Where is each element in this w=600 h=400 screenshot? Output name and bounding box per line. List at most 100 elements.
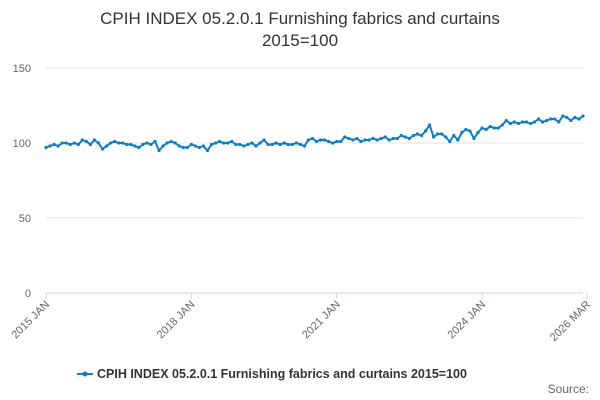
data-point[interactable] — [125, 142, 129, 147]
data-point[interactable] — [411, 133, 416, 138]
data-point[interactable] — [440, 132, 444, 136]
data-point[interactable] — [274, 141, 278, 145]
data-point[interactable] — [60, 141, 64, 145]
data-point[interactable] — [177, 144, 181, 148]
data-point[interactable] — [331, 141, 335, 145]
data-point[interactable] — [476, 130, 480, 135]
data-point[interactable] — [238, 142, 242, 147]
data-point[interactable] — [541, 120, 545, 124]
data-point[interactable] — [157, 148, 161, 153]
data-point[interactable] — [189, 142, 193, 147]
data-point[interactable] — [218, 139, 222, 144]
data-point[interactable] — [169, 139, 173, 144]
data-point[interactable] — [423, 129, 428, 133]
data-point[interactable] — [318, 138, 323, 142]
data-point[interactable] — [84, 139, 88, 144]
data-point[interactable] — [415, 132, 420, 136]
data-point[interactable] — [335, 139, 339, 144]
data-point[interactable] — [96, 141, 101, 145]
data-point[interactable] — [553, 117, 557, 121]
data-point[interactable] — [205, 148, 210, 153]
data-point[interactable] — [44, 145, 48, 150]
data-point[interactable] — [322, 138, 327, 142]
data-point[interactable] — [64, 141, 68, 145]
data-point[interactable] — [222, 141, 226, 145]
data-point[interactable] — [234, 142, 238, 147]
data-point[interactable] — [197, 145, 202, 150]
data-point[interactable] — [549, 117, 553, 121]
data-point[interactable] — [306, 138, 311, 142]
data-point[interactable] — [500, 123, 504, 127]
data-point[interactable] — [92, 138, 97, 142]
data-point[interactable] — [363, 138, 367, 142]
data-point[interactable] — [68, 142, 72, 147]
data-point[interactable] — [403, 135, 407, 139]
data-point[interactable] — [432, 135, 436, 139]
data-point[interactable] — [444, 135, 448, 139]
data-point[interactable] — [351, 138, 355, 142]
data-point[interactable] — [460, 130, 464, 135]
data-point[interactable] — [524, 120, 529, 124]
data-point[interactable] — [145, 141, 149, 145]
data-point[interactable] — [569, 118, 573, 123]
data-point[interactable] — [508, 121, 512, 126]
data-point[interactable] — [290, 142, 294, 147]
data-point[interactable] — [536, 117, 541, 121]
data-point[interactable] — [185, 145, 189, 150]
data-point[interactable] — [464, 127, 468, 132]
data-point[interactable] — [278, 142, 282, 147]
data-point[interactable] — [488, 124, 492, 129]
data-point[interactable] — [347, 136, 351, 141]
data-point[interactable] — [496, 126, 500, 130]
data-point[interactable] — [286, 142, 290, 147]
data-point[interactable] — [161, 144, 165, 148]
data-point[interactable] — [427, 123, 432, 127]
data-point[interactable] — [209, 142, 214, 147]
data-point[interactable] — [109, 141, 113, 145]
data-point[interactable] — [117, 141, 121, 145]
data-point[interactable] — [133, 144, 137, 148]
data-point[interactable] — [343, 135, 347, 139]
data-point[interactable] — [387, 138, 391, 142]
data-point[interactable] — [121, 141, 125, 145]
data-point[interactable] — [391, 136, 395, 141]
data-point[interactable] — [528, 121, 533, 126]
data-point[interactable] — [355, 136, 359, 141]
data-point[interactable] — [270, 142, 274, 147]
data-point[interactable] — [149, 142, 153, 147]
data-point[interactable] — [266, 142, 270, 147]
data-point[interactable] — [173, 141, 177, 145]
data-point[interactable] — [226, 141, 230, 145]
data-point[interactable] — [512, 120, 516, 124]
data-point[interactable] — [250, 141, 254, 145]
data-point[interactable] — [395, 136, 399, 141]
data-point[interactable] — [246, 142, 250, 147]
data-point[interactable] — [565, 115, 569, 120]
data-point[interactable] — [448, 139, 452, 144]
data-point[interactable] — [532, 120, 537, 124]
data-point[interactable] — [213, 141, 218, 145]
data-point[interactable] — [379, 136, 383, 141]
data-point[interactable] — [359, 139, 363, 144]
data-point[interactable] — [399, 133, 403, 138]
data-point[interactable] — [545, 118, 549, 123]
data-point[interactable] — [141, 142, 145, 147]
data-point[interactable] — [504, 118, 508, 123]
data-point[interactable] — [577, 117, 581, 121]
data-point[interactable] — [181, 145, 185, 150]
data-point[interactable] — [310, 136, 315, 141]
data-point[interactable] — [104, 144, 109, 148]
data-point[interactable] — [48, 144, 52, 148]
data-point[interactable] — [100, 147, 105, 151]
data-point[interactable] — [153, 139, 157, 144]
data-point[interactable] — [137, 145, 141, 150]
data-point[interactable] — [242, 144, 246, 148]
data-point[interactable] — [302, 144, 307, 148]
data-point[interactable] — [314, 139, 319, 144]
data-point[interactable] — [201, 144, 206, 148]
data-point[interactable] — [254, 144, 258, 148]
data-point[interactable] — [80, 138, 84, 142]
data-point[interactable] — [516, 121, 521, 126]
data-point[interactable] — [262, 138, 266, 142]
data-point[interactable] — [193, 144, 197, 148]
